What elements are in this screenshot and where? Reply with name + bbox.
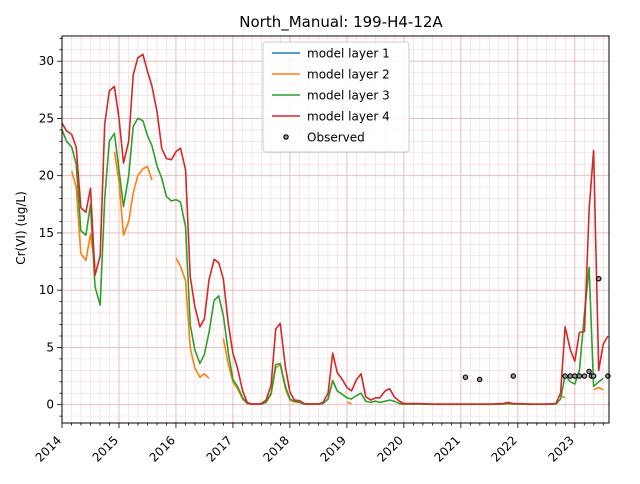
observed-point [595,275,602,282]
legend-box [262,41,410,153]
observed-point [581,373,588,379]
legend: model layer 1 model layer 2 model layer 3 m… [262,41,410,153]
series-line [346,401,352,405]
x-tick-label: 2022 [488,433,519,464]
y-tick-label: 15 [39,226,54,240]
x-tick-label: 2021 [431,433,462,464]
observed-point [562,373,568,379]
legend-marker [283,134,289,140]
y-tick-label: 30 [39,54,54,68]
y-tick-label: 5 [46,340,54,354]
series-line [70,170,96,267]
observed-point [590,373,597,379]
x-tick-label: 2014 [33,433,64,464]
x-tick-label: 2020 [374,433,405,464]
x-tick-label: 2023 [545,433,576,464]
y-tick-label: 0 [46,398,54,412]
observed-point [510,373,517,379]
legend-label: model layer 4 [307,110,390,124]
legend-label: Observed [307,131,365,145]
x-tick-label: 2018 [261,433,292,464]
observed-point [567,373,574,379]
y-tick-label: 25 [39,111,54,125]
series-model-layer-3 [61,117,604,406]
x-tick-label: 2017 [204,433,235,464]
observed-point [576,373,583,379]
observed-point [462,374,469,380]
series-line [593,386,604,391]
observed-point [586,368,592,375]
series-line [113,151,153,236]
x-tick-label: 2015 [90,433,121,464]
series-line [61,53,609,405]
y-tick-label: 10 [39,283,54,297]
series-line [61,117,604,406]
observed-point [572,373,578,379]
series-line [175,257,210,379]
grid [61,36,609,423]
series-model-layer-4 [61,53,609,405]
x-tick-label: 2019 [318,433,349,464]
legend-label: model layer 1 [307,47,390,61]
y-tick-label: 20 [39,169,54,183]
y-axis-label: Cr(VI) (ug/L) [14,191,28,265]
chart-title: North_Manual: 199-H4-12A [239,13,443,32]
legend-label: model layer 3 [307,89,390,103]
observed-point [476,376,483,383]
legend-label: model layer 2 [307,68,390,82]
x-tick-label: 2016 [147,433,178,464]
plot-frame [61,35,610,424]
